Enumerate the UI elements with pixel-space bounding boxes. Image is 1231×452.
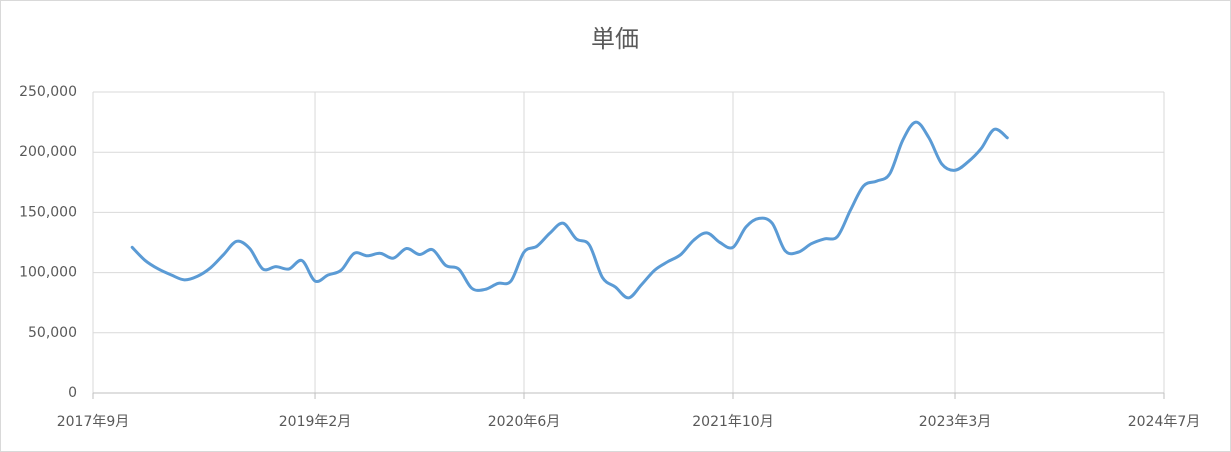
y-tick-label: 100,000: [19, 265, 77, 281]
y-tick-label: 200,000: [19, 144, 77, 160]
y-tick-label: 250,000: [19, 84, 77, 100]
chart-title: 単価: [591, 25, 639, 53]
x-tick-label: 2023年3月: [919, 414, 992, 430]
data-line: [130, 120, 1009, 300]
x-tick-label: 2020年6月: [488, 414, 561, 430]
x-tick-label: 2019年2月: [279, 414, 352, 430]
x-tick-label: 2021年10月: [692, 414, 773, 430]
x-tick-label: 2017年9月: [57, 414, 130, 430]
y-tick-label: 50,000: [28, 325, 77, 341]
y-tick-label: 150,000: [19, 204, 77, 220]
y-tick-label: 0: [68, 385, 77, 401]
x-tick-label: 2024年7月: [1128, 414, 1201, 430]
